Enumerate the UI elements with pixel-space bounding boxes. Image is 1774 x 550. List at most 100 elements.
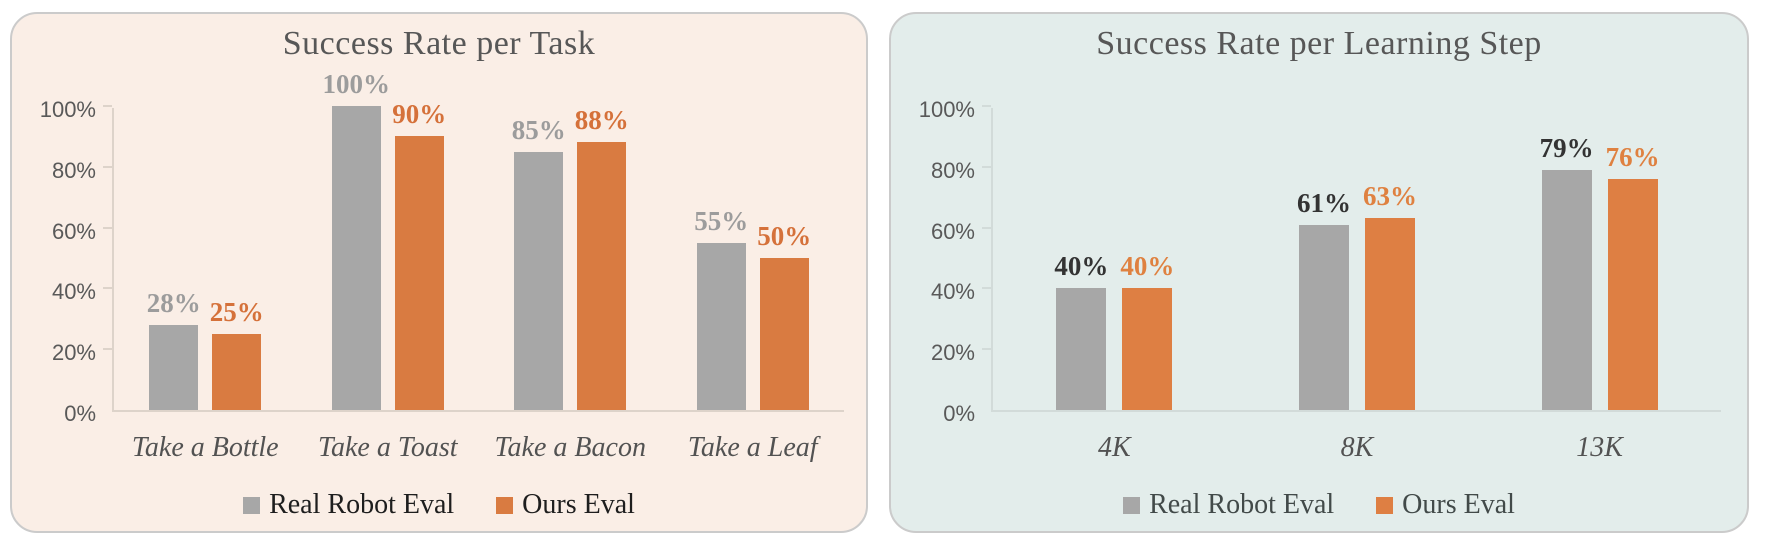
bar-group: 85% 88% Take a Bacon (495, 105, 646, 462)
bar-wrap: 25% (209, 108, 264, 410)
y-axis-tick-mark (982, 348, 991, 351)
bar-value-label: 40% (1120, 251, 1175, 282)
bar-wrap: 55% (694, 108, 749, 410)
y-axis-tick-label: 20% (930, 340, 975, 366)
bar (212, 334, 262, 410)
legend: Real Robot Eval Ours Eval (12, 491, 866, 519)
bar-group: 28% 25% Take a Bottle (132, 108, 279, 461)
legend-swatch (1376, 496, 1394, 514)
bar (696, 242, 746, 410)
bar-value-label: 55% (694, 205, 749, 236)
bar-groups: 40% 40% 4K 61% 63% 8K 79% 76% 13K (993, 108, 1721, 462)
y-axis-tick-mark (103, 105, 112, 107)
bar-wrap: 79% (1539, 108, 1594, 410)
bar (514, 151, 564, 410)
bar-wrap: 28% (146, 108, 201, 410)
bar (149, 324, 199, 410)
bar-value-label: 90% (392, 99, 447, 130)
bar (1364, 218, 1415, 410)
y-axis-tick-label: 80% (930, 157, 975, 183)
legend-item: Ours Eval (1376, 491, 1515, 519)
legend-label: Real Robot Eval (1149, 489, 1335, 520)
bar (1541, 169, 1592, 410)
category-label: 8K (1340, 432, 1374, 463)
bar-value-label: 25% (209, 297, 264, 327)
y-axis-tick-mark (103, 226, 112, 229)
bar (1056, 288, 1107, 410)
bar-wrap: 90% (392, 101, 446, 410)
category-label: 13K (1576, 432, 1623, 463)
legend-label: Ours Eval (1402, 489, 1515, 520)
bar-value-label: 40% (1054, 251, 1109, 282)
y-axis-tick-mark (103, 287, 112, 290)
bar-value-label: 61% (1296, 187, 1351, 218)
bar-wrap: 61% (1296, 108, 1351, 410)
legend-label: Ours Eval (522, 489, 635, 520)
bar-wrap: 40% (1120, 108, 1175, 410)
y-axis-tick-label: 60% (930, 218, 975, 244)
bar-wrap: 50% (757, 108, 812, 410)
bar (1298, 224, 1349, 410)
bar-wrap: 63% (1362, 108, 1417, 410)
y-axis-tick-mark (982, 105, 991, 107)
y-axis-tick-label: 20% (51, 340, 96, 366)
category-label: Take a Bottle (131, 432, 279, 463)
y-axis-tick-label: 80% (51, 157, 96, 183)
y-axis-tick-mark (982, 287, 991, 290)
bar (577, 142, 627, 410)
y-axis-tick-mark (982, 226, 991, 229)
chart-area: 40% 40% 4K 61% 63% 8K 79% 76% 13K 0% 20% 40% 60% 80%… (891, 99, 1747, 462)
bar-value-label: 79% (1539, 132, 1594, 163)
plot: 28% 25% Take a Bottle 100% 90% Take a Toast 85… (103, 71, 844, 462)
y-axis-tick-label: 100% (918, 97, 975, 122)
chart-title: Success Rate per Learning Step (1096, 25, 1542, 62)
bar (1607, 178, 1658, 410)
bar-wrap: 40% (1054, 108, 1109, 410)
y-axis-tick-mark (982, 165, 991, 168)
chart-title: Success Rate per Task (282, 25, 596, 62)
y-axis-tick-mark (103, 165, 112, 168)
bar-wrap: 85% (511, 108, 566, 410)
bar-groups: 28% 25% Take a Bottle 100% 90% Take a Toast 85… (114, 71, 844, 462)
bar-value-label: 63% (1362, 181, 1417, 212)
bar-value-label: 50% (757, 221, 812, 251)
bar-group: 100% 90% Take a Toast (318, 71, 458, 462)
bar (394, 136, 444, 410)
chart-area: 28% 25% Take a Bottle 100% 90% Take a Toast 85… (12, 71, 866, 462)
bar-value-label: 85% (511, 114, 566, 145)
y-axis-tick-mark (103, 348, 112, 351)
category-label: 4K (1097, 432, 1131, 463)
bar-value-label: 76% (1605, 141, 1660, 172)
bar-group: 40% 40% 4K (1054, 108, 1175, 462)
y-axis-tick-label: 40% (930, 279, 975, 305)
bar (759, 258, 809, 410)
category-label: Take a Bacon (494, 432, 646, 463)
bar-group: 79% 76% 13K (1539, 108, 1660, 461)
legend-item: Real Robot Eval (243, 491, 454, 519)
bar (331, 106, 381, 410)
bar (1122, 288, 1173, 410)
bar-group: 55% 50% Take a Leaf (688, 108, 818, 461)
bar-wrap: 88% (574, 105, 629, 410)
legend: Real Robot Eval Ours Eval (891, 491, 1747, 519)
y-axis-tick-label: 40% (51, 279, 96, 305)
legend-swatch (496, 496, 514, 514)
y-axis-tick-label: 0% (64, 401, 96, 426)
y-axis-tick-label: 60% (51, 218, 96, 244)
bar-value-label: 88% (574, 105, 629, 136)
bar-wrap: 76% (1605, 108, 1660, 410)
legend-item: Ours Eval (496, 491, 635, 519)
chart-panel-1: Success Rate per Learning Step 40% 40% 4K 6… (889, 12, 1749, 533)
legend-swatch (1123, 496, 1141, 514)
bar-wrap: 100% (323, 71, 390, 410)
chart-panel-0: Success Rate per Task 28% 25% Take a Bottl… (10, 12, 868, 533)
category-label: Take a Toast (317, 432, 458, 463)
legend-item: Real Robot Eval (1123, 491, 1334, 519)
plot: 40% 40% 4K 61% 63% 8K 79% 76% 13K (982, 105, 1721, 462)
y-axis-tick-label: 100% (39, 97, 96, 122)
bar-group: 61% 63% 8K (1296, 108, 1417, 462)
bar-value-label: 28% (146, 287, 201, 318)
bar-value-label: 100% (322, 69, 391, 99)
y-axis-tick-label: 0% (943, 401, 975, 426)
category-label: Take a Leaf (687, 432, 818, 463)
